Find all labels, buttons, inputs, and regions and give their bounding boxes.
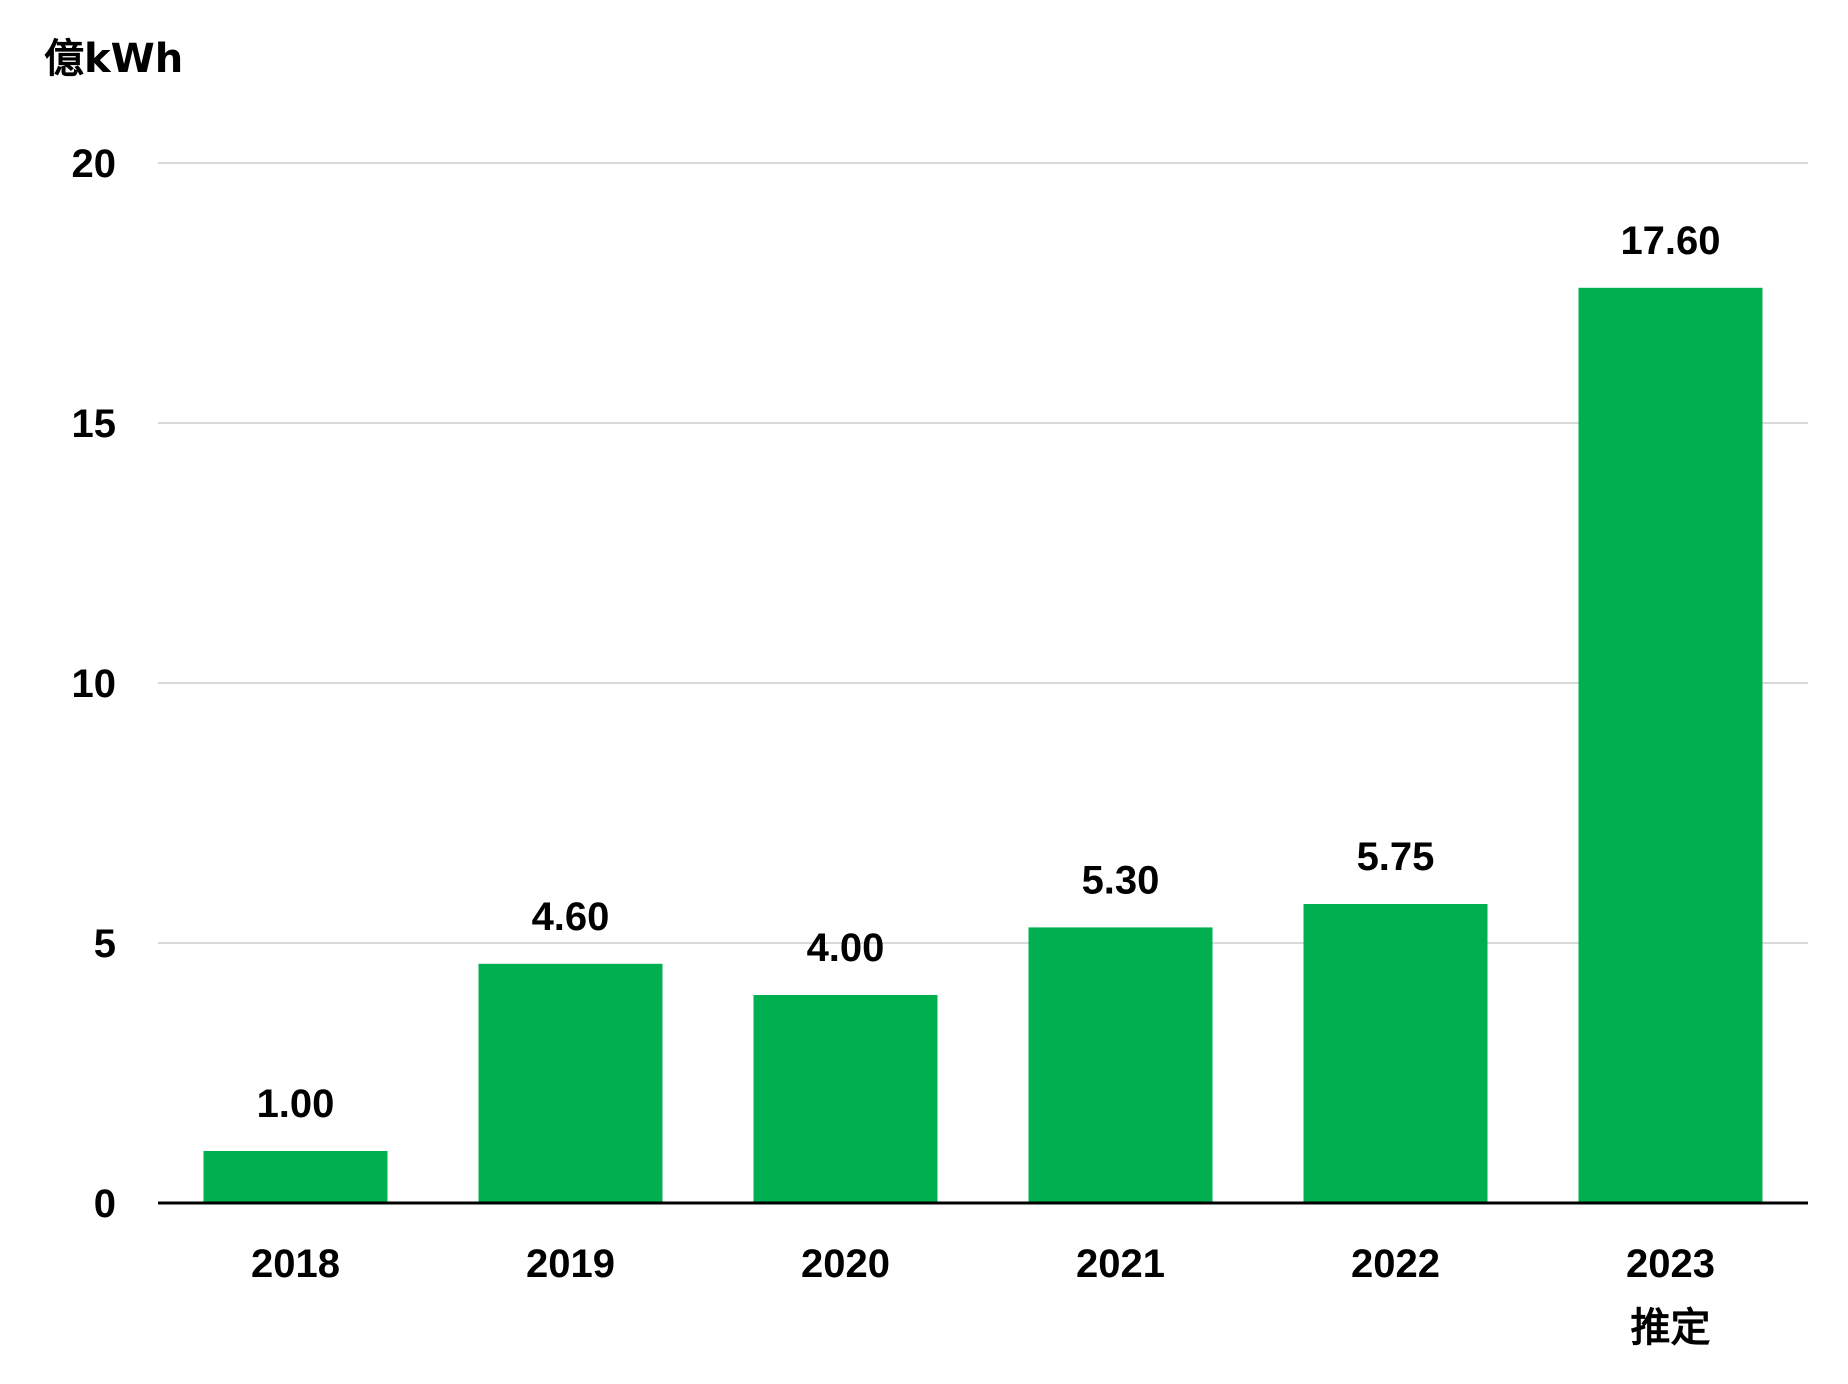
data-label-2022: 5.75 (1357, 835, 1435, 879)
data-labels: 1.00 4.60 4.00 5.30 5.75 17.60 (257, 219, 1721, 1126)
y-tick-label-15: 15 (72, 402, 117, 446)
data-label-2020: 4.00 (807, 926, 885, 970)
x-tick-label-2020: 2020 (801, 1242, 890, 1286)
x-tick-label-2023: 2023 (1626, 1242, 1715, 1286)
bar-2020 (753, 995, 938, 1203)
gridlines (158, 162, 1808, 944)
data-label-2023: 17.60 (1620, 219, 1720, 263)
x-tick-label-2019: 2019 (526, 1242, 615, 1286)
y-tick-label-5: 5 (94, 922, 116, 966)
x-tick-labels: 2018 2019 2020 2021 2022 2023 推定 (251, 1242, 1715, 1351)
y-tick-label-0: 0 (94, 1182, 116, 1226)
data-label-2018: 1.00 (257, 1082, 335, 1126)
y-tick-labels: 0 5 10 15 20 (72, 142, 117, 1226)
bar-2022 (1303, 904, 1488, 1203)
x-tick-label-2018: 2018 (251, 1242, 340, 1286)
data-label-2021: 5.30 (1082, 858, 1160, 902)
bars (203, 287, 1763, 1203)
data-label-2019: 4.60 (532, 895, 610, 939)
x-tick-label-2021: 2021 (1076, 1242, 1165, 1286)
x-tick-sublabel-2023: 推定 (1631, 1305, 1711, 1351)
x-tick-label-2022: 2022 (1351, 1242, 1440, 1286)
y-tick-label-20: 20 (72, 142, 117, 186)
bar-2021 (1028, 927, 1213, 1203)
y-unit-label: 億kWh (44, 36, 183, 82)
bar-2018 (203, 1151, 388, 1203)
bar-2019 (478, 963, 663, 1203)
y-tick-label-10: 10 (72, 662, 117, 706)
bar-2023 (1578, 287, 1763, 1203)
